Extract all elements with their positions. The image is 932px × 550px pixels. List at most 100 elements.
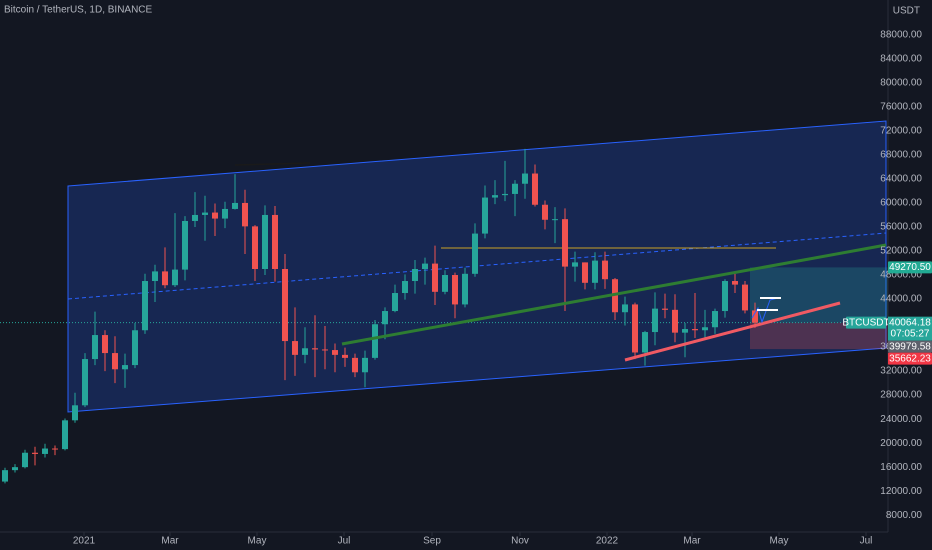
candle-body xyxy=(202,212,208,215)
y-tick-label: 68000.00 xyxy=(880,150,922,161)
candle-body xyxy=(62,420,68,450)
candle-body xyxy=(572,262,578,267)
candle-body xyxy=(422,263,428,270)
candle-body xyxy=(172,269,178,286)
candle-body xyxy=(72,405,78,421)
x-tick-label: 2021 xyxy=(73,536,96,547)
candle-body xyxy=(462,273,468,305)
candle-body xyxy=(362,357,368,373)
candle-body xyxy=(652,308,658,333)
candle-body xyxy=(412,269,418,282)
stop-price-tag: 35662.23 xyxy=(889,353,931,364)
profit-zone xyxy=(750,267,888,323)
marks xyxy=(0,148,888,484)
candle-body xyxy=(12,467,18,471)
x-tick-label: Sep xyxy=(423,536,441,547)
symbol-tag: BTCUSDT xyxy=(842,317,889,328)
candle-body xyxy=(262,214,268,270)
candle-body xyxy=(532,173,538,205)
projection-path xyxy=(751,297,779,324)
y-tick-label: 44000.00 xyxy=(880,294,922,305)
y-tick-label: 56000.00 xyxy=(880,222,922,233)
candle-body xyxy=(52,448,58,450)
y-tick-label: 80000.00 xyxy=(880,78,922,89)
candle-body xyxy=(82,359,88,406)
candle-body xyxy=(402,281,408,294)
candle-body xyxy=(552,219,558,221)
candle-body xyxy=(452,275,458,305)
candle-body xyxy=(212,212,218,219)
last-price-tag-bg xyxy=(888,316,932,341)
x-tick-label: May xyxy=(248,536,267,547)
y-tick-label: 16000.00 xyxy=(880,462,922,473)
mark-price-tag: 39979.58 xyxy=(889,341,931,352)
candle-body xyxy=(742,284,748,311)
candle-body xyxy=(42,448,48,454)
chart-title: Bitcoin / TetherUS, 1D, BINANCE xyxy=(4,5,153,16)
candle-body xyxy=(592,260,598,283)
candle-body xyxy=(112,353,118,370)
x-tick-label: Jul xyxy=(338,536,351,547)
support-line[interactable] xyxy=(341,243,887,346)
candle-body xyxy=(582,262,588,283)
x-tick-label: 2022 xyxy=(596,536,619,547)
y-tick-label: 84000.00 xyxy=(880,53,922,64)
candle-body xyxy=(352,357,358,373)
candle-body xyxy=(242,202,248,227)
candle-body xyxy=(712,311,718,328)
candle-body xyxy=(662,308,668,310)
candle-body xyxy=(92,335,98,360)
trend-line-red[interactable] xyxy=(624,301,841,362)
price-axis[interactable] xyxy=(888,0,932,550)
candle-body xyxy=(232,202,238,209)
y-tick-label: 32000.00 xyxy=(880,366,922,377)
candle-body xyxy=(132,330,138,366)
candle-body xyxy=(252,226,258,270)
candle-body xyxy=(622,304,628,313)
candle-body xyxy=(2,470,8,482)
candle-body xyxy=(602,260,608,280)
candle-body xyxy=(312,348,318,350)
candle-body xyxy=(702,327,708,331)
candle-body xyxy=(382,311,388,325)
candle-body xyxy=(32,452,38,454)
candle-body xyxy=(432,263,438,292)
countdown: 07:05:27 xyxy=(891,328,930,339)
y-tick-label: 60000.00 xyxy=(880,198,922,209)
candle-body xyxy=(332,350,338,355)
candle-body xyxy=(542,204,548,220)
candle-body xyxy=(162,271,168,286)
last-price-tag: 40064.18 xyxy=(889,317,931,328)
stop-price-tag-bg xyxy=(888,352,932,365)
candle-body xyxy=(732,281,738,285)
y-tick-label: 24000.00 xyxy=(880,414,922,425)
y-tick-label: 72000.00 xyxy=(880,126,922,137)
x-tick-label: Nov xyxy=(511,536,529,547)
candle-body xyxy=(282,269,288,342)
candle-body xyxy=(392,293,398,312)
candle-body xyxy=(222,208,228,219)
candle-body xyxy=(442,275,448,292)
candle-body xyxy=(142,281,148,331)
y-tick-label: 48000.00 xyxy=(880,270,922,281)
candle-body xyxy=(722,281,728,312)
candle-body xyxy=(22,452,28,468)
candle-body xyxy=(372,324,378,358)
target-price-tag-bg xyxy=(888,261,932,274)
channel-midline xyxy=(67,232,887,300)
candle-body xyxy=(522,173,528,184)
y-tick-label: 12000.00 xyxy=(880,486,922,497)
x-tick-label: Mar xyxy=(683,536,701,547)
x-tick-label: Mar xyxy=(161,536,179,547)
y-tick-label: 8000.00 xyxy=(886,510,923,521)
candle-body xyxy=(562,219,568,267)
y-tick-label: 76000.00 xyxy=(880,102,922,113)
candle-body xyxy=(192,214,198,221)
candle-body xyxy=(122,365,128,370)
candle-body xyxy=(682,329,688,333)
y-tick-label: 88000.00 xyxy=(880,29,922,40)
candle-body xyxy=(292,341,298,355)
candle-body xyxy=(472,233,478,274)
currency-label: USDT xyxy=(893,6,920,17)
candle-body xyxy=(692,329,698,331)
